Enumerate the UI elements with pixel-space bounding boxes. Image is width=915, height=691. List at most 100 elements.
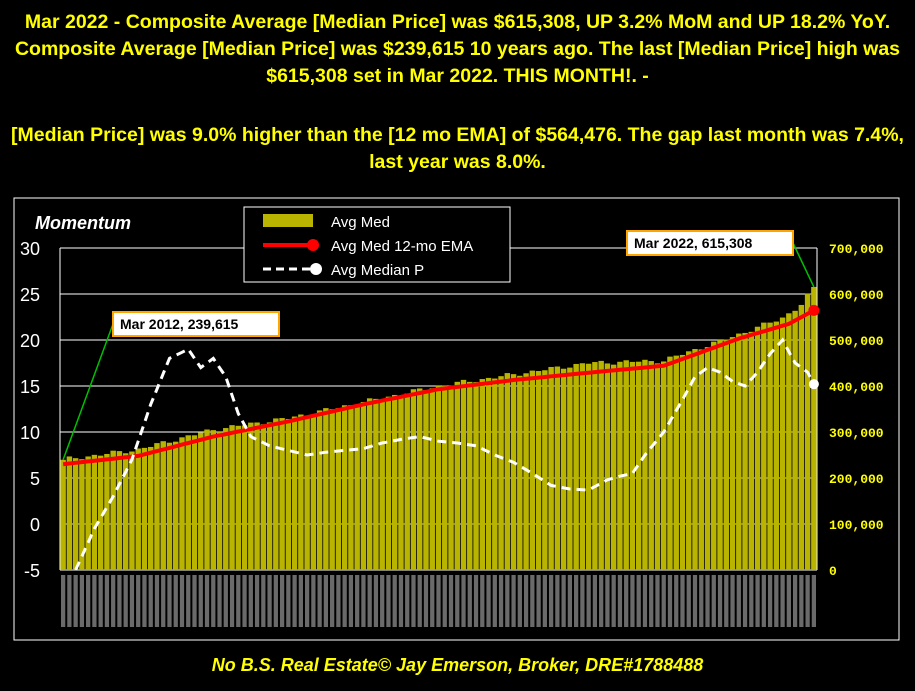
left-tick-label: 25 — [20, 285, 40, 305]
bar-avg-med — [504, 373, 511, 570]
x-tick-label — [674, 575, 679, 627]
bar-avg-med — [116, 451, 123, 570]
bar-avg-med — [429, 388, 435, 570]
bar-avg-med — [348, 405, 354, 570]
x-tick-label — [542, 575, 547, 627]
x-tick-label — [580, 575, 585, 627]
bar-avg-med — [310, 414, 317, 570]
bar-avg-med — [554, 366, 561, 570]
bar-avg-med — [567, 367, 573, 570]
x-tick-label — [430, 575, 435, 627]
bar-avg-med — [660, 361, 667, 570]
bar-avg-med — [667, 356, 673, 570]
bar-avg-med — [398, 395, 404, 570]
x-tick-label — [192, 575, 197, 627]
bar-avg-med — [366, 398, 373, 570]
x-tick-label — [336, 575, 341, 627]
left-tick-label: 0 — [30, 515, 40, 535]
bar-avg-med — [729, 337, 736, 570]
bar-avg-med — [610, 364, 617, 570]
callouts: Mar 2012, 239,615 Mar 2022, 615,308 — [62, 230, 815, 461]
x-tick-label — [523, 575, 529, 627]
bar-avg-med — [329, 409, 335, 570]
x-tick-label — [511, 575, 516, 627]
bar-avg-med — [173, 441, 179, 570]
bar-avg-med — [60, 459, 66, 570]
x-tick-label — [473, 575, 479, 627]
bar-avg-med — [216, 431, 223, 570]
bar-avg-med — [154, 443, 160, 570]
bar-avg-med — [779, 317, 786, 570]
bar-avg-med — [773, 321, 780, 570]
bar-avg-med — [285, 418, 292, 570]
bar-avg-med — [523, 373, 529, 570]
right-tick-label: 100,000 — [829, 518, 884, 533]
bar-avg-med — [391, 394, 398, 570]
bar-avg-med — [629, 361, 636, 570]
x-tick-label — [254, 575, 260, 627]
footer-credit: No B.S. Real Estate© Jay Emerson, Broker… — [211, 655, 704, 675]
x-tick-label — [148, 575, 153, 627]
x-tick-label — [223, 575, 228, 627]
x-tick-label — [204, 575, 210, 627]
x-tick-label — [561, 575, 566, 627]
callout-box — [626, 230, 794, 256]
bar-avg-med — [692, 349, 698, 570]
x-tick-label — [154, 575, 160, 627]
x-tick-label — [780, 575, 785, 627]
bar-avg-med — [360, 402, 367, 570]
legend-label: Avg Med — [331, 214, 390, 231]
bar-avg-med — [723, 339, 730, 570]
line-series — [62, 304, 820, 571]
bar-avg-med — [273, 418, 279, 570]
bar-avg-med — [592, 362, 598, 570]
x-tick-label — [742, 575, 748, 627]
x-tick-label — [630, 575, 635, 627]
x-tick-label — [355, 575, 360, 627]
bar-avg-med — [204, 429, 210, 570]
x-tick-label — [536, 575, 541, 627]
x-tick-label — [655, 575, 660, 627]
bar-avg-med — [91, 454, 98, 570]
legend-label: Avg Med 12-mo EMA — [331, 238, 473, 255]
bar-avg-med — [304, 415, 310, 570]
x-tick-label — [736, 575, 741, 627]
x-tick-label — [442, 575, 447, 627]
x-tick-label — [211, 575, 216, 627]
bar-avg-med — [454, 381, 460, 570]
bar-avg-med — [210, 430, 217, 570]
x-tick-label — [705, 575, 710, 627]
bar-avg-med — [385, 396, 392, 570]
x-tick-label — [229, 575, 235, 627]
x-tick-label — [530, 575, 535, 627]
x-tick-label — [167, 575, 172, 627]
x-tick-label — [567, 575, 573, 627]
x-tick-label — [173, 575, 178, 627]
bar-avg-med — [548, 366, 554, 570]
bar-avg-med — [291, 416, 298, 570]
x-tick-label — [117, 575, 122, 627]
x-tick-label — [455, 575, 460, 627]
x-tick-label — [261, 575, 266, 627]
x-tick-label — [129, 575, 135, 627]
bar-avg-med — [110, 450, 116, 570]
bar-avg-med — [742, 332, 748, 570]
x-tick-label — [111, 575, 116, 627]
x-tick-label — [448, 575, 454, 627]
bar-avg-med — [260, 424, 267, 570]
bar-avg-med — [72, 458, 79, 570]
bar-avg-med — [248, 422, 254, 570]
bar-avg-med — [573, 363, 579, 570]
bar-avg-med — [617, 361, 623, 570]
bar-avg-med — [354, 405, 360, 570]
x-tick-label — [767, 575, 773, 627]
x-tick-label — [724, 575, 729, 627]
bar-avg-med — [435, 385, 442, 570]
x-tick-label — [92, 575, 97, 627]
x-tick-label — [104, 575, 110, 627]
x-tick-label — [392, 575, 397, 627]
x-tick-label — [749, 575, 754, 627]
bar-avg-med — [598, 360, 604, 570]
legend-swatch-bar — [263, 214, 313, 227]
